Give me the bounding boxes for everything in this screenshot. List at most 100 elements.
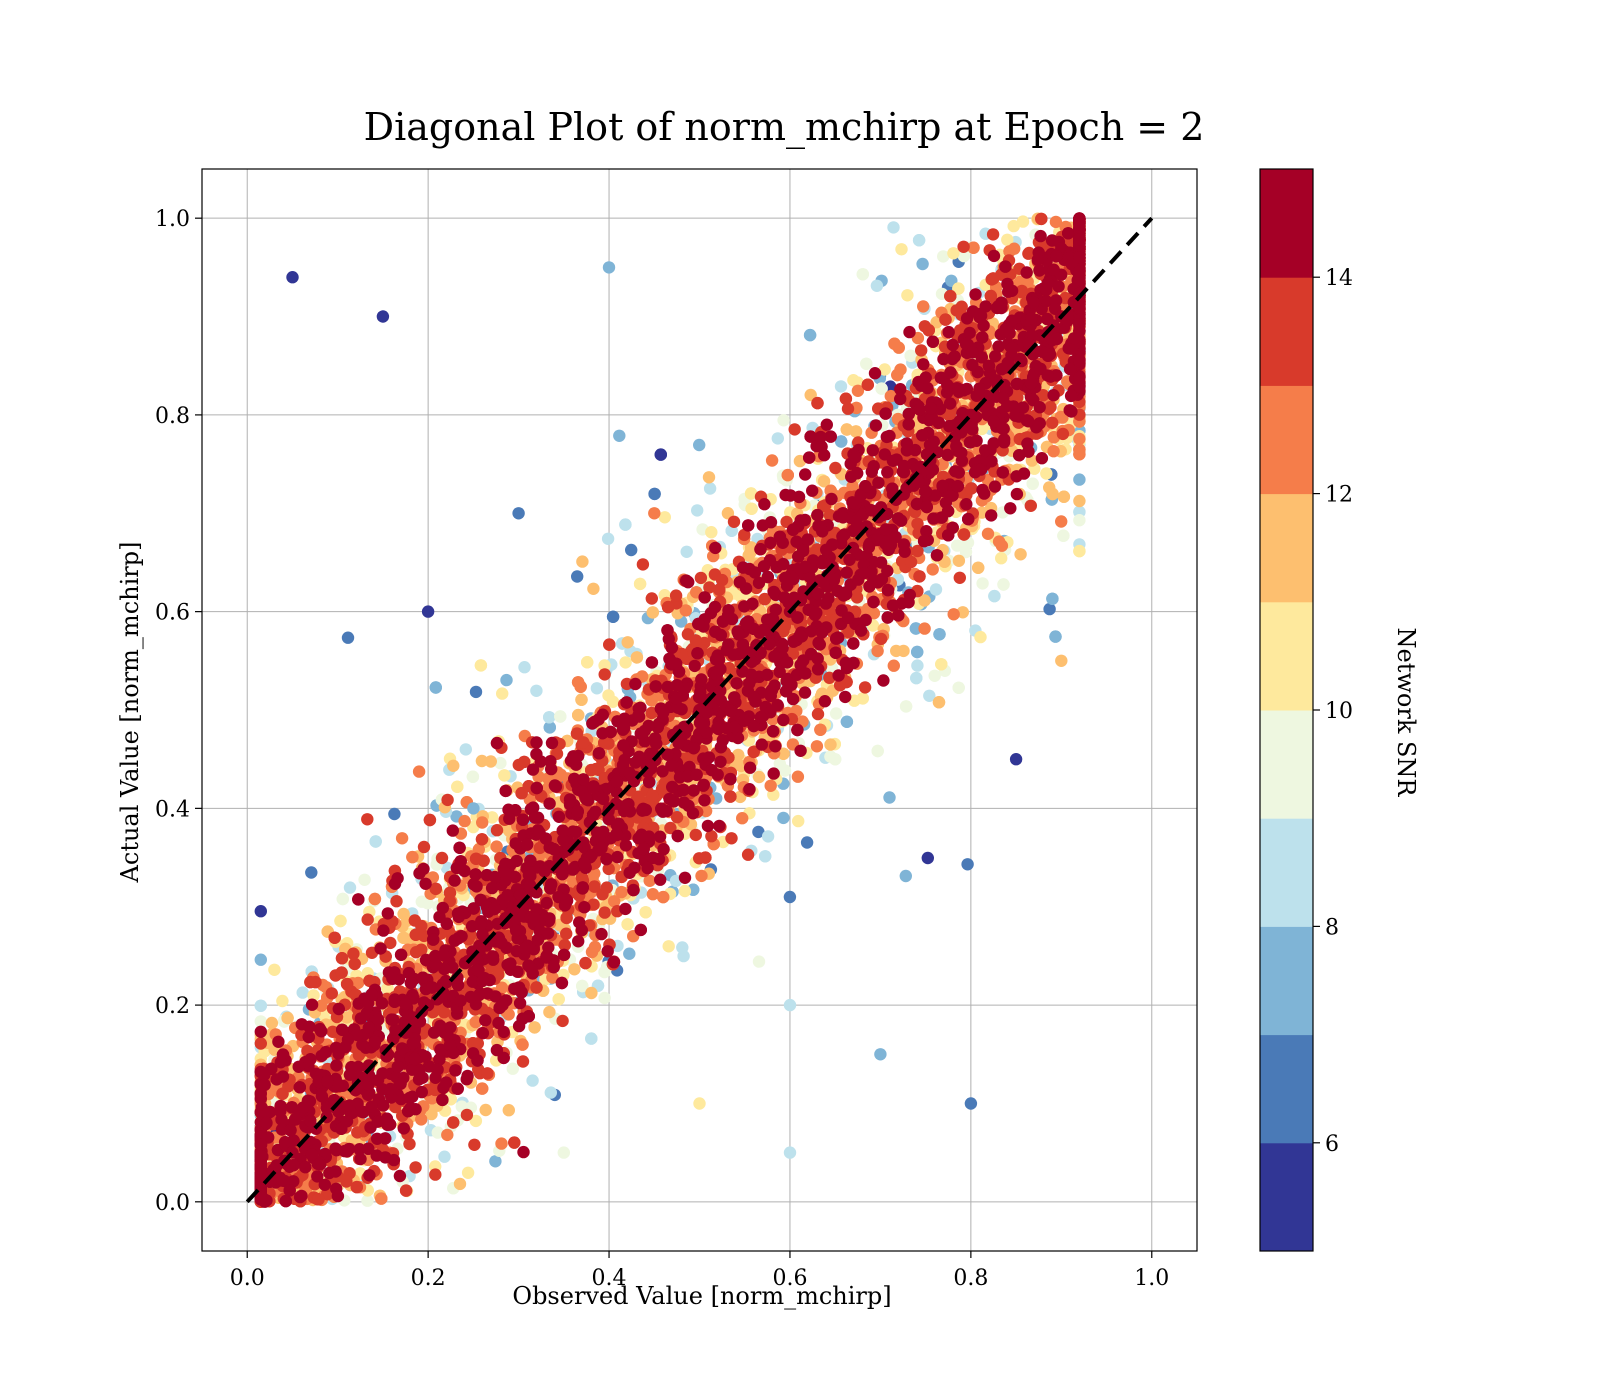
scatter-point [933, 628, 946, 641]
scatter-point [502, 1104, 515, 1117]
scatter-point [494, 756, 507, 770]
scatter-point [783, 890, 797, 904]
scatter-point [476, 816, 489, 829]
scatter-point [1073, 473, 1086, 486]
scatter-point [824, 738, 837, 751]
scatter-point [752, 825, 765, 839]
scatter-point [703, 482, 717, 495]
scatter-point [676, 941, 689, 954]
scatter-point [276, 994, 289, 1008]
scatter-point [849, 425, 863, 438]
scatter-point [576, 555, 589, 568]
scatter-point [544, 1086, 557, 1099]
scatter-point [606, 610, 620, 623]
scatter-point [1057, 490, 1071, 503]
scatter-point [461, 1166, 475, 1180]
plot-area: 0.0 0.2 0.4 0.6 0.8 1.0 0.00.20.40.60.81.0 [155, 168, 1198, 1291]
scatter-point [921, 851, 934, 865]
scatter-point [961, 858, 974, 871]
scatter-point [856, 268, 869, 281]
scatter-point [568, 963, 581, 976]
scatter-point [621, 918, 634, 931]
scatter-point [552, 993, 565, 1006]
scatter-point [579, 956, 592, 970]
scatter-point [490, 840, 503, 853]
scatter-point [571, 676, 585, 689]
scatter-point [543, 721, 556, 734]
scatter-point [745, 502, 758, 515]
scatter-point [388, 807, 401, 821]
scatter-point [829, 753, 842, 766]
scatter-point [500, 673, 513, 687]
scatter-point [254, 1015, 267, 1028]
scatter-point [619, 656, 632, 669]
scatter-point [736, 812, 749, 825]
scatter-point [397, 931, 410, 944]
scatter-point [572, 708, 585, 722]
scatter-point [834, 380, 848, 393]
scatter-point [1073, 494, 1086, 508]
scatter-point [469, 1114, 483, 1128]
scatter-point [429, 681, 442, 694]
scatter-point [654, 448, 667, 461]
scatter-point [576, 979, 589, 993]
scatter-points [254, 212, 1086, 1209]
scatter-point [590, 682, 604, 695]
scatter-point [571, 570, 584, 583]
scatter-point [498, 769, 511, 782]
scatter-point [459, 743, 472, 756]
scatter-point [475, 754, 489, 768]
scatter-point [343, 881, 357, 894]
scatter-point [633, 577, 647, 591]
scatter-point [952, 282, 965, 295]
scatter-point [602, 689, 615, 702]
scatter-point [496, 687, 509, 700]
scatter-point [1055, 515, 1068, 528]
scatter-point [466, 770, 480, 783]
scatter-point [1073, 544, 1086, 558]
scatter-point [543, 711, 556, 724]
scatter-point [947, 247, 960, 260]
scatter-point [997, 578, 1010, 591]
scatter-point [932, 696, 946, 709]
scatter-point [581, 656, 594, 669]
scatter-point [335, 952, 349, 965]
scatter-point [916, 257, 929, 271]
scatter-point [395, 832, 409, 845]
scatter-point [361, 1194, 374, 1207]
scatter-point [705, 526, 718, 539]
scatter-point [268, 963, 281, 976]
scatter-point [935, 658, 948, 671]
scatter-point [585, 1032, 598, 1045]
scatter-point [670, 811, 684, 824]
scatter-point [621, 636, 634, 649]
scatter-point [871, 744, 884, 758]
scatter-point [619, 518, 632, 531]
scatter-point [791, 770, 805, 783]
scatter-point [598, 659, 611, 672]
scatter-point [810, 740, 824, 753]
scatter-point [1049, 630, 1062, 643]
scatter-point [759, 850, 772, 863]
scatter-point [764, 779, 777, 792]
scatter-point [588, 940, 602, 954]
scatter-point [778, 764, 792, 777]
scatter-point [1026, 477, 1039, 490]
scatter-point [926, 563, 939, 576]
scatter-point [909, 622, 923, 635]
scatter-point [695, 869, 708, 883]
scatter-point [992, 535, 1006, 548]
scatter-point [1043, 481, 1056, 494]
scatter-point [1043, 602, 1056, 616]
scatter-point [601, 532, 615, 545]
scatter-point [1057, 529, 1070, 542]
scatter-point [894, 363, 907, 376]
scatter-point [438, 1150, 451, 1163]
scatter-point [307, 989, 320, 1002]
scatter-point [506, 1062, 519, 1075]
scatter-point [453, 1177, 467, 1191]
scatter-point [937, 250, 950, 263]
scatter-point [995, 552, 1008, 565]
scatter-point [281, 1011, 294, 1025]
scatter-point [646, 606, 659, 619]
